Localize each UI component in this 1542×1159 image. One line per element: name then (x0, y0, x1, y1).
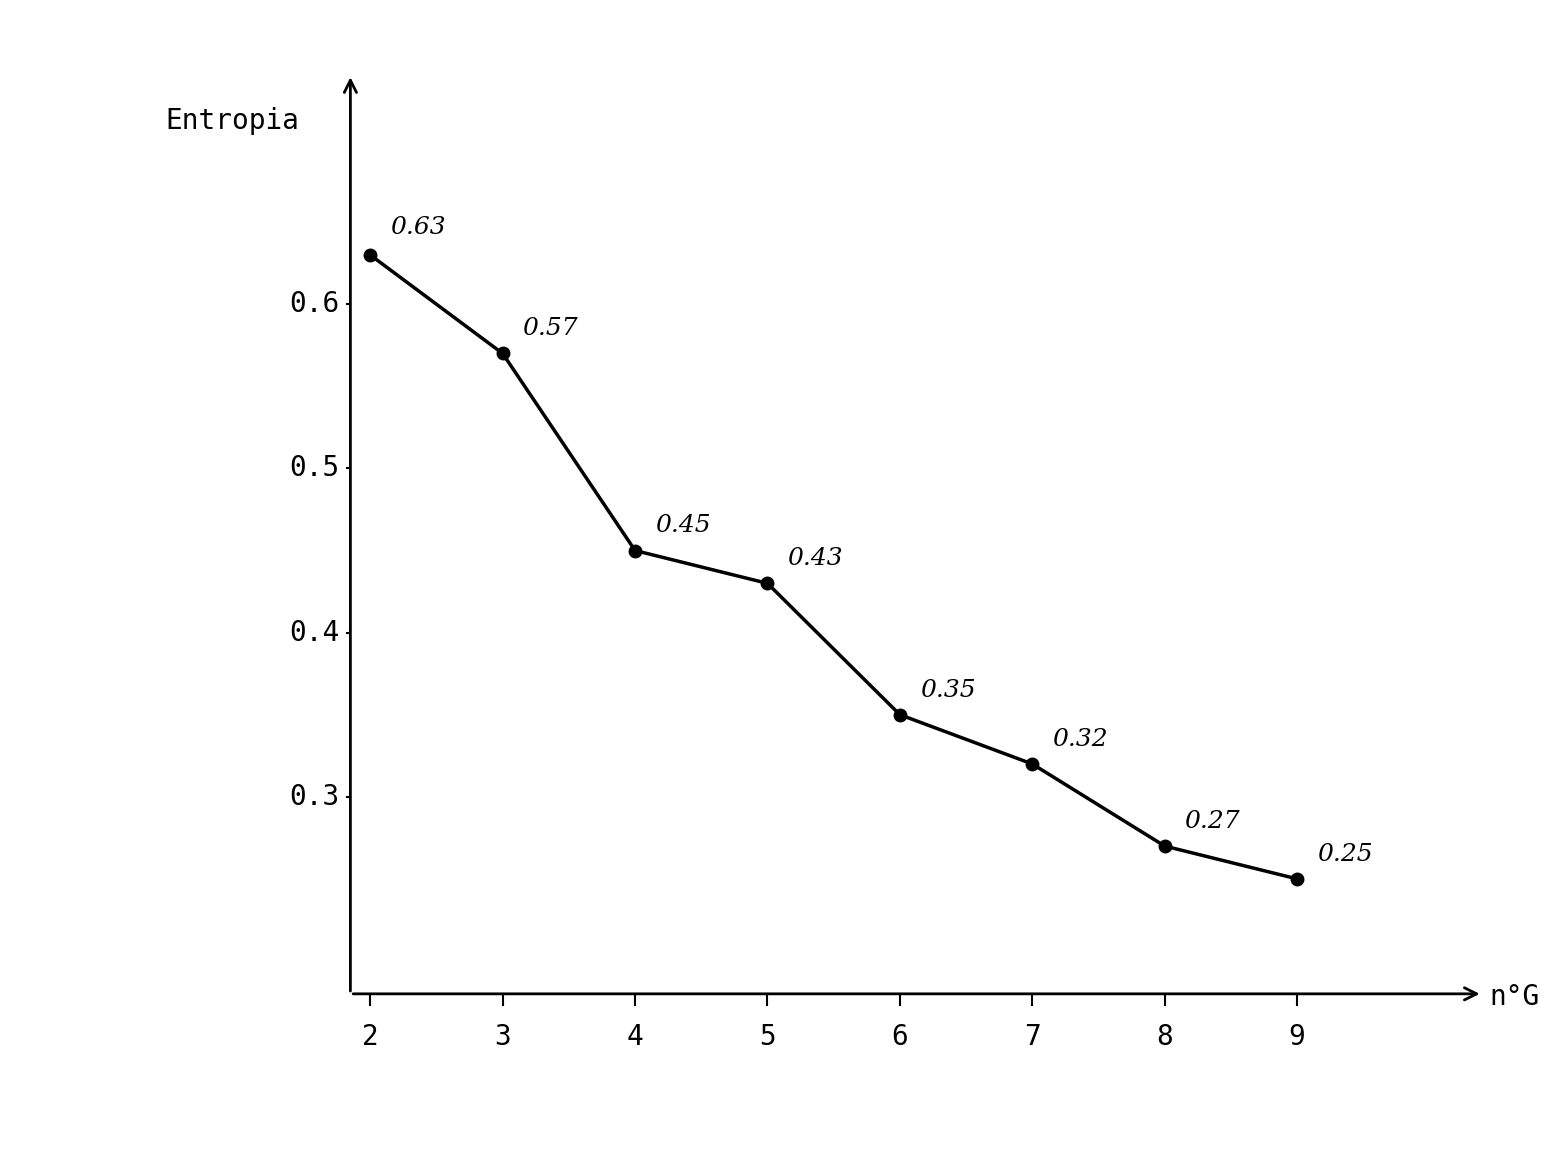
Text: 7: 7 (1024, 1023, 1041, 1051)
Text: 0.3: 0.3 (290, 782, 339, 811)
Text: 0.43: 0.43 (788, 547, 843, 570)
Text: 0.6: 0.6 (290, 290, 339, 319)
Text: 0.63: 0.63 (390, 216, 446, 239)
Text: 9: 9 (1289, 1023, 1306, 1051)
Text: 0.35: 0.35 (919, 678, 976, 701)
Text: 3: 3 (495, 1023, 510, 1051)
Text: 6: 6 (891, 1023, 908, 1051)
Text: 5: 5 (759, 1023, 776, 1051)
Text: 4: 4 (626, 1023, 643, 1051)
Text: Entropia: Entropia (165, 107, 299, 136)
Text: 0.57: 0.57 (523, 318, 578, 341)
Text: 0.45: 0.45 (655, 515, 711, 538)
Text: 8: 8 (1156, 1023, 1173, 1051)
Text: 0.27: 0.27 (1184, 810, 1240, 833)
Text: 2: 2 (362, 1023, 379, 1051)
Text: 0.25: 0.25 (1317, 843, 1372, 866)
Text: 0.4: 0.4 (290, 619, 339, 647)
Text: n°Gruppi: n°Gruppi (1490, 983, 1542, 1011)
Text: 0.32: 0.32 (1052, 728, 1107, 751)
Text: 0.5: 0.5 (290, 454, 339, 482)
